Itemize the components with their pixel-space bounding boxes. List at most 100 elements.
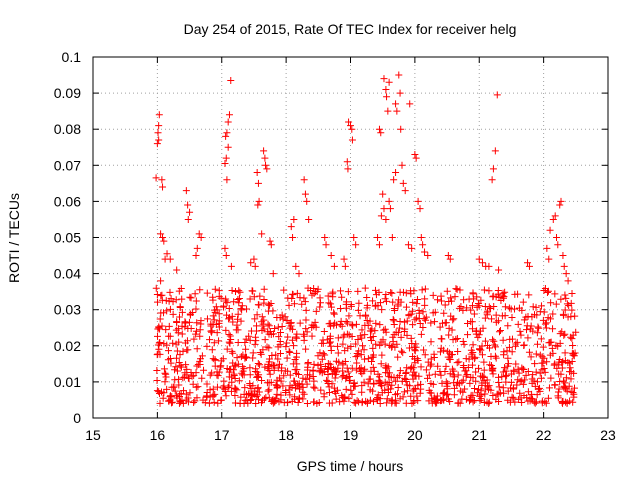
data-point	[315, 399, 323, 407]
data-point	[566, 368, 574, 376]
data-point	[543, 289, 551, 297]
data-point	[363, 316, 371, 324]
data-point	[466, 379, 474, 387]
data-point	[356, 368, 364, 376]
data-point	[511, 305, 519, 313]
data-point	[402, 378, 410, 386]
data-point	[182, 361, 190, 369]
data-point	[343, 298, 351, 306]
data-point	[431, 308, 439, 316]
data-point	[295, 370, 303, 378]
data-point	[533, 378, 541, 386]
data-point	[516, 327, 524, 335]
data-point	[411, 355, 419, 363]
data-point	[347, 343, 355, 351]
data-point	[460, 362, 468, 370]
data-point	[153, 140, 161, 148]
data-point	[353, 359, 361, 367]
data-point	[496, 389, 504, 397]
data-point	[422, 366, 430, 374]
data-point	[407, 334, 415, 342]
data-point	[261, 363, 269, 371]
data-point	[337, 287, 345, 295]
x-axis-label: GPS time / hours	[297, 458, 404, 474]
data-point	[252, 392, 260, 400]
data-point	[288, 325, 296, 333]
data-point	[316, 303, 324, 311]
data-point	[544, 287, 552, 295]
data-point	[203, 315, 211, 323]
data-point	[397, 333, 405, 341]
data-point	[341, 262, 349, 270]
data-point	[393, 107, 401, 115]
data-point	[334, 349, 342, 357]
data-point	[157, 277, 165, 285]
data-point	[418, 286, 426, 294]
data-point	[163, 341, 171, 349]
data-point	[494, 287, 502, 295]
data-point	[177, 398, 185, 406]
data-point	[361, 365, 369, 373]
data-point	[531, 399, 539, 407]
data-point	[176, 304, 184, 312]
data-point	[409, 321, 417, 329]
data-point	[532, 398, 540, 406]
data-point	[479, 324, 487, 332]
data-point	[278, 311, 286, 319]
data-point	[154, 129, 162, 137]
data-point	[193, 319, 201, 327]
data-point	[376, 395, 384, 403]
data-point	[376, 341, 384, 349]
data-point	[358, 399, 366, 407]
data-point	[493, 91, 501, 99]
data-point	[252, 327, 260, 335]
data-point	[222, 392, 230, 400]
data-point	[544, 394, 552, 402]
data-point	[508, 348, 516, 356]
data-point	[265, 322, 273, 330]
data-point	[347, 386, 355, 394]
data-point	[265, 344, 273, 352]
data-point	[440, 309, 448, 317]
data-point	[546, 315, 554, 323]
data-point	[520, 376, 528, 384]
data-point	[165, 397, 173, 405]
data-point	[480, 366, 488, 374]
data-point	[466, 396, 474, 404]
data-point	[275, 333, 283, 341]
data-point	[540, 365, 548, 373]
data-point	[467, 306, 475, 314]
data-point	[361, 331, 369, 339]
data-point	[179, 347, 187, 355]
data-point	[267, 299, 275, 307]
data-point	[501, 288, 509, 296]
data-point	[237, 305, 245, 313]
data-point	[249, 354, 257, 362]
data-point	[245, 389, 253, 397]
data-point	[171, 366, 179, 374]
data-point	[375, 376, 383, 384]
data-point	[196, 286, 204, 294]
x-tick-label: 18	[278, 427, 294, 443]
data-point	[423, 374, 431, 382]
data-point	[344, 368, 352, 376]
data-point	[558, 364, 566, 372]
data-point	[441, 389, 449, 397]
data-point	[438, 297, 446, 305]
data-point	[330, 384, 338, 392]
data-point	[317, 386, 325, 394]
data-point	[175, 338, 183, 346]
data-point	[197, 320, 205, 328]
data-point	[308, 323, 316, 331]
data-point	[454, 399, 462, 407]
data-point	[359, 342, 367, 350]
data-point	[378, 382, 386, 390]
data-point	[332, 357, 340, 365]
data-point	[362, 397, 370, 405]
data-point	[417, 234, 425, 241]
data-point	[501, 364, 509, 372]
data-point	[265, 379, 273, 387]
data-point	[215, 337, 223, 345]
data-point	[227, 262, 235, 270]
data-point	[372, 319, 380, 327]
